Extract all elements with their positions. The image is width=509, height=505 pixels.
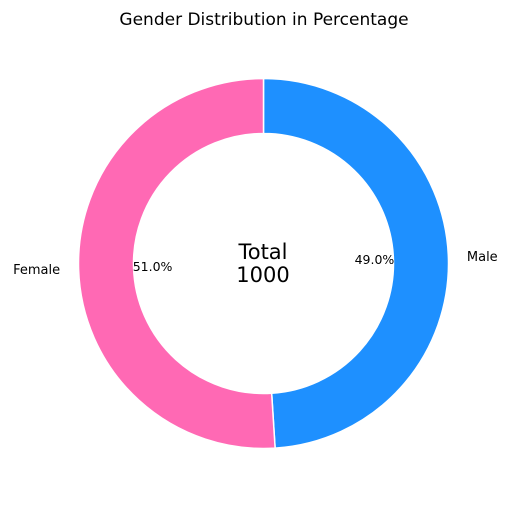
slice-percent-female: 51.0%	[133, 259, 173, 274]
slice-male	[262, 77, 450, 449]
slice-label-female: Female	[13, 263, 60, 278]
slices-group	[77, 77, 450, 450]
center-total-value: 1000	[236, 263, 289, 287]
slice-female	[77, 77, 276, 450]
slice-label-male: Male	[467, 250, 498, 265]
slice-percent-male: 49.0%	[355, 252, 395, 267]
labels-group: Male 49.0% Female 51.0%	[13, 250, 498, 278]
chart-title: Gender Distribution in Percentage	[119, 10, 408, 30]
center-total-label: Total	[237, 240, 287, 264]
